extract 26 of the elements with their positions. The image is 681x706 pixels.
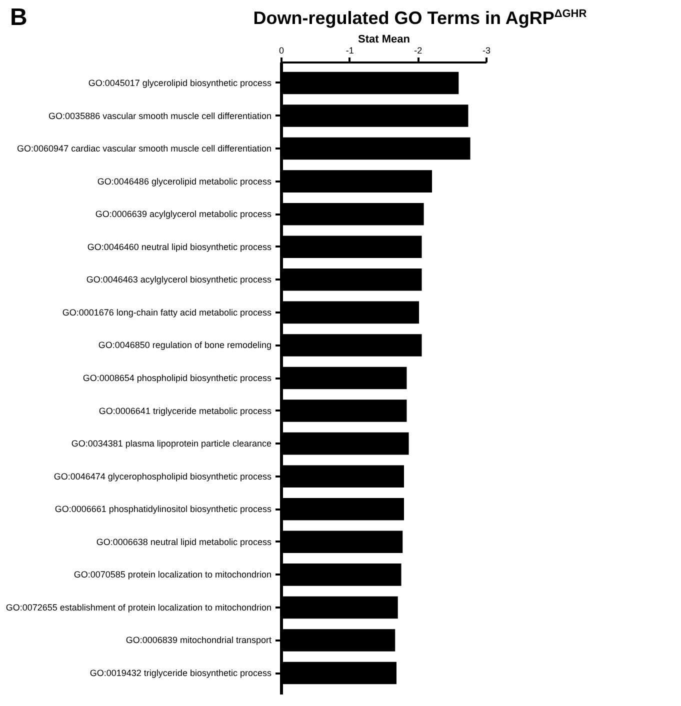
y-tick-label: GO:0046474 glycerophospholipid biosynthetic process [54, 471, 272, 482]
chart-title: Down-regulated GO Terms in AgRP$^{ΔGHR}$ [252, 8, 588, 29]
y-tick-label: GO:0008654 phospholipid biosynthetic process [82, 373, 272, 383]
y-tick-label: GO:0072655 establishment of protein localization to mitochondrion [6, 602, 272, 612]
y-tick-label: GO:0006661 phosphatidylinositol biosynthetic process [54, 504, 272, 514]
y-tick-label: GO:0006638 neutral lipid metabolic process [96, 536, 272, 547]
x-tick-label: -2 [414, 46, 422, 56]
text: B [10, 4, 28, 32]
y-tick-label: GO:0070585 protein localization to mitochondrion [74, 570, 272, 580]
y-tick-label: GO:0019432 triglyceride biosynthetic process [90, 668, 272, 678]
y-tick-label: GO:0046486 glycerolipid metabolic process [97, 176, 272, 186]
y-tick-label: GO:0046463 acylglycerol biosynthetic process [86, 274, 272, 285]
y-tick-label: GO:0006639 acylglycerol metabolic process [95, 209, 272, 220]
x-tick-label: -3 [482, 46, 491, 56]
y-tick-label: GO:0034381 plasma lipoprotein particle clearance [71, 438, 272, 449]
y-tick-label: GO:0046460 neutral lipid biosynthetic process [87, 242, 272, 252]
x-tick-label: -1 [346, 46, 354, 56]
y-tick-label: GO:0060947 cardiac vascular smooth muscle cell differentiation [17, 144, 272, 154]
y-tick-label: GO:0006839 mitochondrial transport [126, 635, 272, 646]
y-tick-label: GO:0045017 glycerolipid biosynthetic process [88, 78, 272, 88]
y-tick-label: GO:0035886 vascular smooth muscle cell differentiation [48, 110, 272, 121]
x-axis-title: Stat Mean [358, 34, 410, 46]
y-tick-label: GO:0006641 triglyceride metabolic process [98, 406, 272, 416]
y-tick-label: GO:0001676 long-chain fatty acid metabolic process [62, 307, 272, 318]
y-tick-label: GO:0046850 regulation of bone remodeling [98, 340, 272, 350]
x-tick-label: 0 [278, 46, 284, 56]
